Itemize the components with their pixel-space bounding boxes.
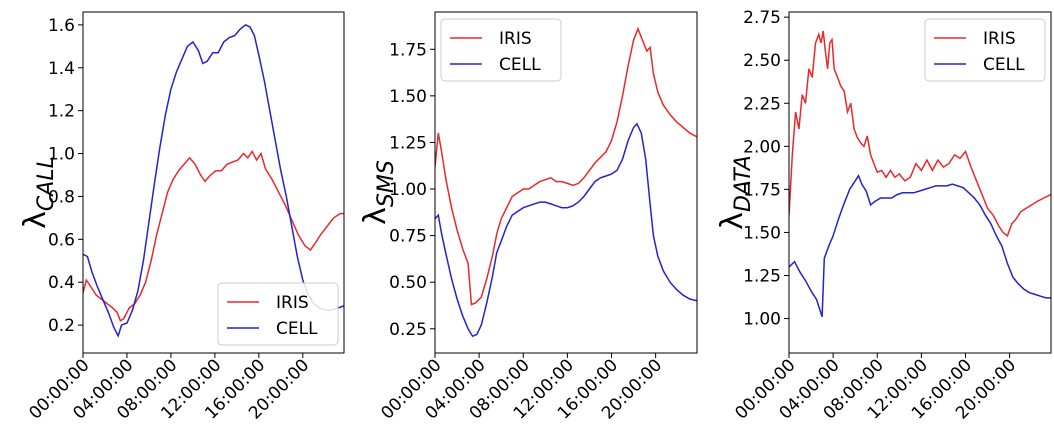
y-tick-label: 0.6 <box>48 230 75 250</box>
y-tick-label: 1.00 <box>743 310 781 330</box>
series-line-cell <box>83 24 344 338</box>
series-line-iris <box>789 30 1051 238</box>
y-tick-label: 1.50 <box>743 223 781 243</box>
y-tick-label: 0.8 <box>48 187 75 207</box>
y-tick-label: 0.4 <box>48 273 75 293</box>
y-tick-label: 0.75 <box>389 227 427 247</box>
series-line-iris <box>435 26 697 306</box>
y-tick-label: 1.6 <box>48 16 75 36</box>
y-axis-label: λCALL <box>18 156 59 229</box>
series-line-cell <box>435 122 697 338</box>
y-tick-label: 1.0 <box>48 145 75 165</box>
legend-label-iris: IRIS <box>499 29 532 49</box>
y-tick-label: 0.25 <box>389 320 427 340</box>
chart-panel-sms: 0.250.500.751.001.251.501.7500:00:0004:0… <box>358 11 698 424</box>
legend-label-cell: CELL <box>276 319 318 339</box>
series-line-iris <box>83 149 344 322</box>
y-tick-label: 1.4 <box>48 59 75 79</box>
series-line-cell <box>789 173 1051 318</box>
legend: IRIS CELL <box>924 18 1046 82</box>
y-axis-label: λSMS <box>358 160 399 225</box>
chart-panel-data: 1.001.251.501.752.002.252.502.7500:00:00… <box>715 8 1052 424</box>
legend-label-iris: IRIS <box>276 293 309 313</box>
chart-panel-call: 0.20.40.60.81.01.21.41.600:00:0004:00:00… <box>18 11 345 424</box>
legend: IRIS CELL <box>440 18 562 82</box>
plot-frame <box>82 11 345 354</box>
y-tick-label: 1.50 <box>389 87 427 107</box>
y-tick-label: 1.75 <box>743 180 781 200</box>
y-axis-label: λDATA <box>715 155 756 230</box>
legend-label-iris: IRIS <box>983 29 1016 49</box>
y-tick-label: 2.50 <box>743 51 781 71</box>
y-tick-label: 1.00 <box>389 180 427 200</box>
y-tick-label: 2.75 <box>743 8 781 28</box>
legend: IRIS CELL <box>217 282 339 346</box>
y-tick-label: 0.2 <box>48 316 75 336</box>
plot-frame <box>788 11 1052 354</box>
y-tick-label: 2.25 <box>743 94 781 114</box>
y-tick-label: 1.25 <box>743 267 781 287</box>
legend-box <box>924 18 1046 82</box>
legend-label-cell: CELL <box>499 55 541 75</box>
y-tick-label: 1.2 <box>48 102 75 122</box>
legend-box <box>440 18 562 82</box>
y-tick-label: 0.50 <box>389 273 427 293</box>
legend-label-cell: CELL <box>983 55 1025 75</box>
y-tick-label: 2.00 <box>743 137 781 157</box>
y-tick-label: 1.75 <box>389 40 427 60</box>
y-tick-label: 1.25 <box>389 133 427 153</box>
legend-box <box>217 282 339 346</box>
plot-frame <box>434 11 698 354</box>
